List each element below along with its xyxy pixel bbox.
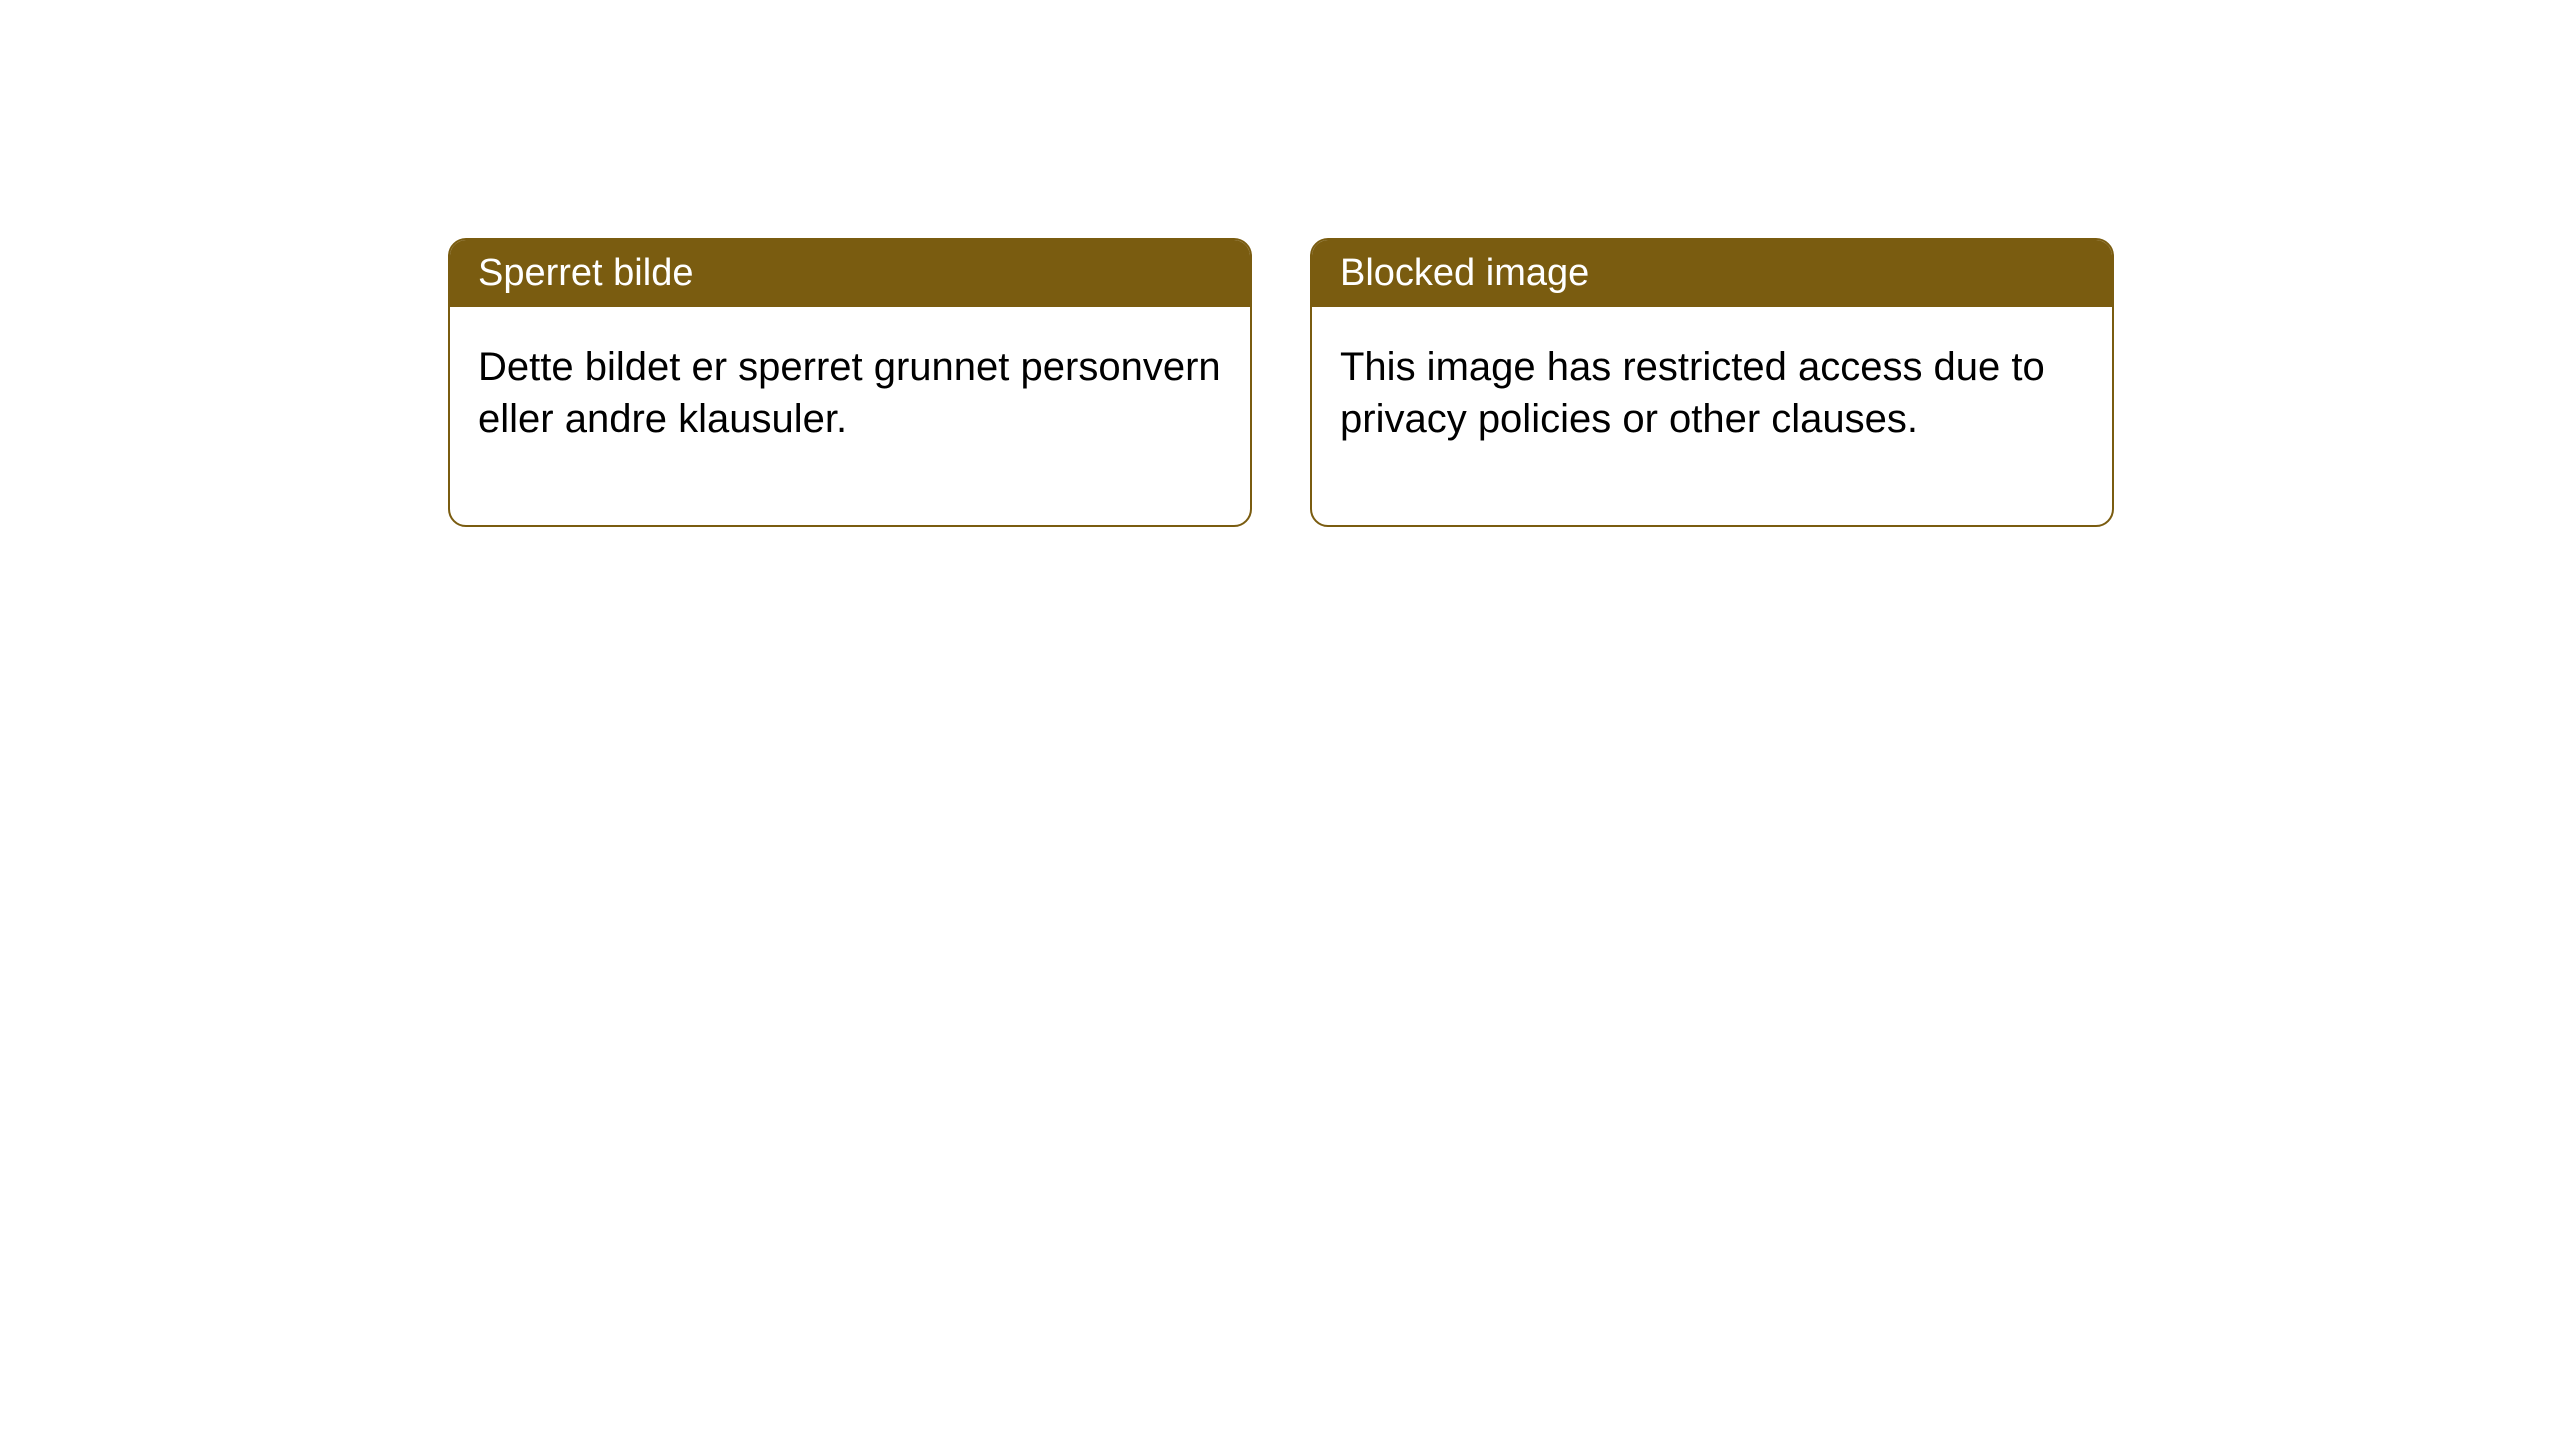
card-body-text: This image has restricted access due to … — [1340, 345, 2045, 441]
card-header-english: Blocked image — [1312, 240, 2112, 307]
card-header-norwegian: Sperret bilde — [450, 240, 1250, 307]
card-title: Blocked image — [1340, 252, 1589, 294]
card-body-english: This image has restricted access due to … — [1312, 307, 2112, 525]
notice-card-norwegian: Sperret bilde Dette bildet er sperret gr… — [448, 238, 1252, 527]
notice-container: Sperret bilde Dette bildet er sperret gr… — [448, 238, 2114, 527]
card-body-text: Dette bildet er sperret grunnet personve… — [478, 345, 1221, 441]
notice-card-english: Blocked image This image has restricted … — [1310, 238, 2114, 527]
card-body-norwegian: Dette bildet er sperret grunnet personve… — [450, 307, 1250, 525]
card-title: Sperret bilde — [478, 252, 693, 294]
